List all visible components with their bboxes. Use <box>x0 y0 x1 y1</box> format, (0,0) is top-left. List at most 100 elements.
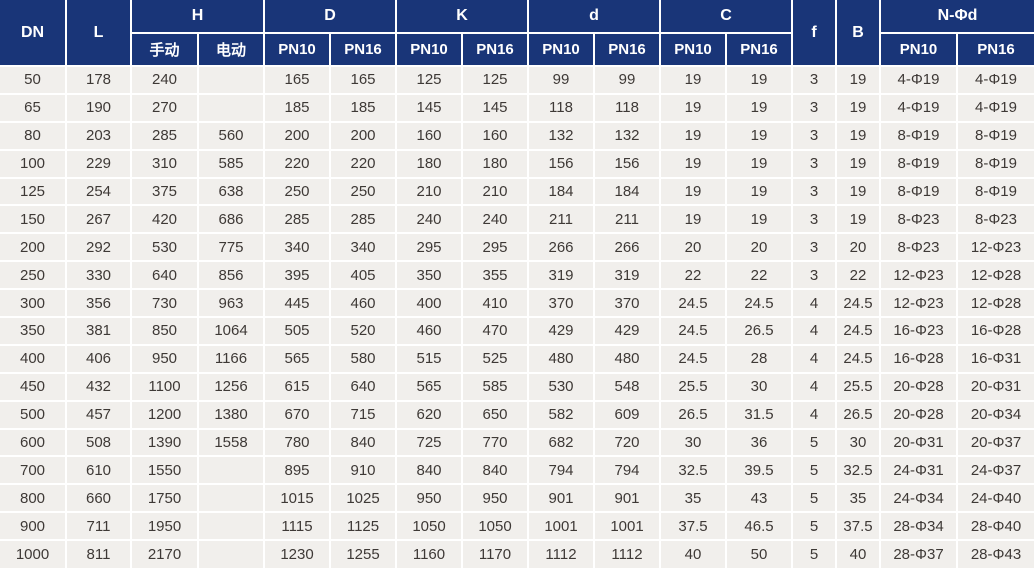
cell-k-pn16: 1050 <box>461 511 529 542</box>
cell-f: 5 <box>791 539 837 568</box>
cell-f: 3 <box>791 92 837 123</box>
cell-d2-pn16: 794 <box>593 455 661 486</box>
cell-d2-pn10: 370 <box>527 288 595 319</box>
cell-h-manual: 1750 <box>130 483 199 514</box>
cell-d-pn16: 165 <box>329 65 397 95</box>
column-subheader-n-d-pn16: PN16 <box>955 32 1034 67</box>
column-header-dn: DN <box>0 0 67 67</box>
cell-n-pn16: 8-Φ23 <box>955 204 1034 235</box>
cell-d-pn10: 200 <box>263 120 331 151</box>
cell-b: 19 <box>835 65 881 95</box>
cell-c-pn10: 22 <box>659 260 727 291</box>
cell-d2-pn16: 184 <box>593 176 661 207</box>
cell-n-pn16: 8-Φ19 <box>955 176 1034 207</box>
cell-n-pn10: 4-Φ19 <box>879 92 958 123</box>
cell-d2-pn10: 156 <box>527 148 595 179</box>
column-subheader-c-pn10: PN10 <box>659 32 727 67</box>
cell-d2-pn10: 901 <box>527 483 595 514</box>
cell-k-pn10: 460 <box>395 316 463 346</box>
cell-dn: 80 <box>0 120 67 151</box>
cell-c-pn10: 32.5 <box>659 455 727 486</box>
table-row-dn-300: 300 356 730 963 445 460 400 410 370 370 24.5 24.5 4 2… <box>0 288 1034 319</box>
column-subheader-d-pn10: PN10 <box>263 32 331 67</box>
column-subheader-c-pn16: PN16 <box>725 32 793 67</box>
cell-d2-pn16: 211 <box>593 204 661 235</box>
cell-h-manual: 1390 <box>130 427 199 458</box>
cell-h-electric: 1166 <box>197 343 265 374</box>
cell-c-pn10: 26.5 <box>659 399 727 430</box>
column-subheader-d-pn16: PN16 <box>329 32 397 67</box>
table-row-dn-125: 125 254 375 638 250 250 210 210 184 184 19 19 3 19 8-Φ… <box>0 176 1034 207</box>
cell-c-pn16: 31.5 <box>725 399 793 430</box>
cell-k-pn10: 350 <box>395 260 463 291</box>
cell-k-pn10: 1160 <box>395 539 463 568</box>
cell-dn: 350 <box>0 316 67 346</box>
cell-f: 3 <box>791 260 837 291</box>
column-subheader-d-pn10: PN10 <box>527 32 595 67</box>
cell-dn: 125 <box>0 176 67 207</box>
cell-dn: 450 <box>0 371 67 402</box>
table-row-dn-800: 800 660 1750 1015 1025 950 950 901 901 35 43 5 35 24-… <box>0 483 1034 514</box>
cell-d-pn16: 520 <box>329 316 397 346</box>
cell-n-pn10: 8-Φ19 <box>879 148 958 179</box>
cell-c-pn16: 19 <box>725 148 793 179</box>
cell-dn: 500 <box>0 399 67 430</box>
cell-k-pn10: 620 <box>395 399 463 430</box>
cell-d2-pn10: 794 <box>527 455 595 486</box>
cell-dn: 300 <box>0 288 67 319</box>
cell-c-pn16: 20 <box>725 232 793 263</box>
cell-d2-pn16: 429 <box>593 316 661 346</box>
cell-k-pn16: 410 <box>461 288 529 319</box>
cell-dn: 200 <box>0 232 67 263</box>
cell-d2-pn16: 370 <box>593 288 661 319</box>
cell-d-pn10: 395 <box>263 260 331 291</box>
cell-f: 3 <box>791 148 837 179</box>
cell-b: 19 <box>835 92 881 123</box>
cell-d2-pn10: 480 <box>527 343 595 374</box>
cell-k-pn16: 770 <box>461 427 529 458</box>
cell-b: 24.5 <box>835 343 881 374</box>
cell-d-pn16: 220 <box>329 148 397 179</box>
cell-f: 4 <box>791 399 837 430</box>
column-header-d: D <box>263 0 397 34</box>
cell-n-pn10: 20-Φ28 <box>879 399 958 430</box>
cell-dn: 100 <box>0 148 67 179</box>
table-row-dn-250: 250 330 640 856 395 405 350 355 319 319 22 22 3 22 12-… <box>0 260 1034 291</box>
cell-b: 19 <box>835 120 881 151</box>
cell-k-pn16: 585 <box>461 371 529 402</box>
cell-d-pn10: 1230 <box>263 539 331 568</box>
cell-k-pn10: 240 <box>395 204 463 235</box>
cell-n-pn10: 4-Φ19 <box>879 65 958 95</box>
cell-h-electric: 638 <box>197 176 265 207</box>
cell-k-pn16: 840 <box>461 455 529 486</box>
cell-c-pn10: 19 <box>659 65 727 95</box>
cell-l: 178 <box>65 65 132 95</box>
cell-n-pn16: 4-Φ19 <box>955 65 1034 95</box>
cell-f: 3 <box>791 120 837 151</box>
table-row-dn-150: 150 267 420 686 285 285 240 240 211 211 19 19 3 19 8-Φ… <box>0 204 1034 235</box>
cell-k-pn10: 515 <box>395 343 463 374</box>
cell-n-pn16: 28-Φ40 <box>955 511 1034 542</box>
cell-h-electric: 856 <box>197 260 265 291</box>
cell-n-pn10: 28-Φ34 <box>879 511 958 542</box>
column-subheader-h-电动: 电动 <box>197 32 265 67</box>
cell-l: 660 <box>65 483 132 514</box>
cell-c-pn10: 19 <box>659 176 727 207</box>
cell-c-pn16: 19 <box>725 120 793 151</box>
table-row-dn-500: 500 457 1200 1380 670 715 620 650 582 609 26.5 31.5… <box>0 399 1034 430</box>
cell-h-manual: 1950 <box>130 511 199 542</box>
cell-d-pn10: 615 <box>263 371 331 402</box>
cell-c-pn16: 19 <box>725 176 793 207</box>
cell-f: 4 <box>791 316 837 346</box>
cell-c-pn10: 19 <box>659 120 727 151</box>
column-subheader-h-手动: 手动 <box>131 32 199 67</box>
column-header-f: f <box>791 0 837 67</box>
column-header-l: L <box>65 0 132 67</box>
cell-d-pn16: 910 <box>329 455 397 486</box>
cell-h-manual: 850 <box>130 316 199 346</box>
cell-c-pn16: 39.5 <box>725 455 793 486</box>
cell-h-electric: 1558 <box>197 427 265 458</box>
cell-n-pn16: 8-Φ19 <box>955 148 1034 179</box>
